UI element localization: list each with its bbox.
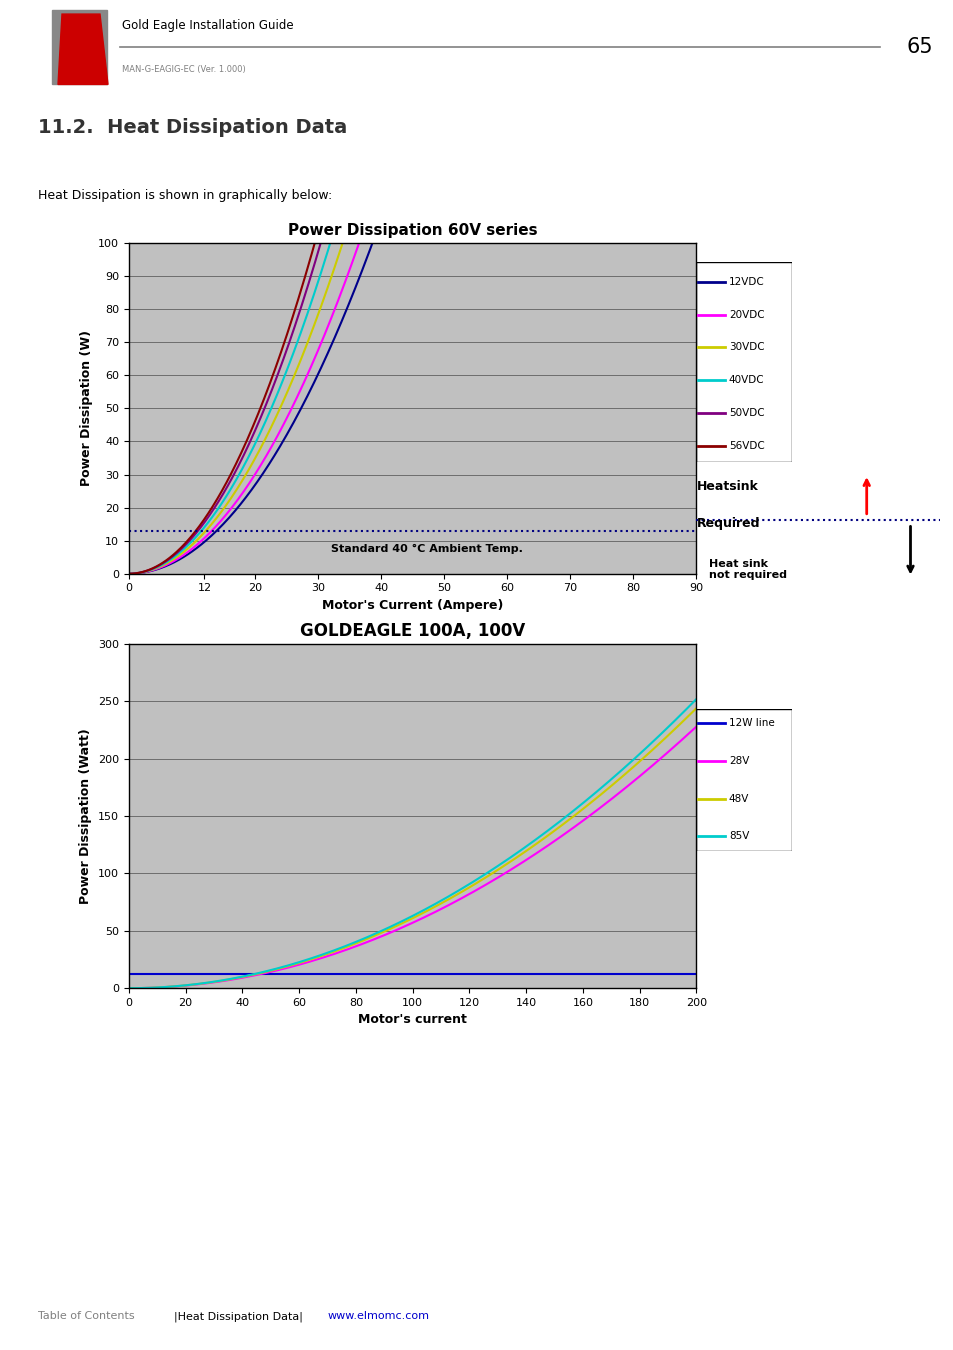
Line: 85V: 85V: [129, 699, 696, 988]
Title: Power Dissipation 60V series: Power Dissipation 60V series: [288, 223, 537, 238]
12W line: [460, 967, 472, 983]
12W line: [393, 967, 404, 983]
Text: Table of Contents: Table of Contents: [38, 1311, 134, 1322]
X-axis label: Motor's Current (Ampere): Motor's Current (Ampere): [321, 599, 503, 612]
Text: 12VDC: 12VDC: [728, 277, 763, 288]
48V: [460, 882, 472, 898]
48V: [588, 792, 599, 809]
40VDC: [123, 566, 134, 582]
12VDC: [395, 150, 407, 166]
Y-axis label: Power Dissipation (Watt): Power Dissipation (Watt): [79, 728, 92, 905]
48V: [690, 701, 701, 717]
85V: [588, 786, 599, 802]
Text: 65: 65: [905, 38, 932, 57]
Line: 50VDC: 50VDC: [129, 0, 696, 574]
12W line: [123, 967, 134, 983]
28V: [588, 805, 599, 821]
Text: 40VDC: 40VDC: [728, 375, 763, 385]
20VDC: [123, 566, 134, 582]
85V: [123, 980, 134, 996]
50VDC: [123, 566, 134, 582]
12W line: [430, 967, 441, 983]
56VDC: [123, 566, 134, 582]
Text: Heatsink: Heatsink: [696, 481, 758, 493]
Text: 48V: 48V: [728, 794, 748, 803]
Line: 12VDC: 12VDC: [129, 0, 696, 574]
48V: [677, 713, 688, 729]
12W line: [677, 967, 688, 983]
Line: 28V: 28V: [129, 726, 696, 988]
30VDC: [395, 27, 407, 43]
Line: 20VDC: 20VDC: [129, 0, 696, 574]
85V: [393, 915, 404, 931]
X-axis label: Motor's current: Motor's current: [357, 1014, 467, 1026]
48V: [123, 980, 134, 996]
48V: [395, 915, 407, 931]
Text: Gold Eagle Installation Guide: Gold Eagle Installation Guide: [122, 19, 294, 32]
20VDC: [393, 112, 404, 128]
12VDC: [123, 566, 134, 582]
Text: Standard 40 °C Ambient Temp.: Standard 40 °C Ambient Temp.: [331, 544, 522, 555]
20VDC: [395, 101, 407, 117]
48V: [430, 898, 441, 914]
Text: Heat Dissipation is shown in graphically below:: Heat Dissipation is shown in graphically…: [38, 189, 332, 202]
28V: [690, 718, 701, 734]
Line: 56VDC: 56VDC: [129, 0, 696, 574]
Line: 30VDC: 30VDC: [129, 0, 696, 574]
Text: 30VDC: 30VDC: [728, 343, 763, 352]
Line: 40VDC: 40VDC: [129, 0, 696, 574]
Title: GOLDEAGLE 100A, 100V: GOLDEAGLE 100A, 100V: [299, 621, 525, 640]
30VDC: [393, 40, 404, 57]
85V: [430, 895, 441, 911]
Text: 20VDC: 20VDC: [728, 309, 763, 320]
Text: 12W line: 12W line: [728, 718, 774, 728]
Text: MAN-G-EAGIG-EC (Ver. 1.000): MAN-G-EAGIG-EC (Ver. 1.000): [122, 65, 246, 74]
12W line: [690, 967, 701, 983]
12W line: [588, 967, 599, 983]
28V: [677, 730, 688, 747]
28V: [430, 903, 441, 919]
85V: [460, 878, 472, 894]
Text: 28V: 28V: [728, 756, 748, 765]
12VDC: [430, 40, 441, 57]
85V: [395, 913, 407, 929]
Bar: [52, 9, 107, 85]
28V: [460, 887, 472, 903]
Text: Required: Required: [696, 517, 760, 529]
Line: 48V: 48V: [129, 709, 696, 988]
28V: [395, 919, 407, 936]
Text: www.elmomc.com: www.elmomc.com: [328, 1311, 430, 1322]
12W line: [395, 967, 407, 983]
Text: 11.2.  Heat Dissipation Data: 11.2. Heat Dissipation Data: [38, 119, 347, 138]
Text: |Heat Dissipation Data|: |Heat Dissipation Data|: [174, 1311, 303, 1322]
Polygon shape: [58, 14, 108, 85]
28V: [123, 980, 134, 996]
30VDC: [123, 566, 134, 582]
12VDC: [393, 161, 404, 177]
48V: [393, 917, 404, 933]
28V: [393, 921, 404, 937]
Text: Heat sink
not required: Heat sink not required: [708, 559, 786, 580]
Text: 56VDC: 56VDC: [728, 440, 763, 451]
Text: 50VDC: 50VDC: [728, 408, 763, 418]
Text: 85V: 85V: [728, 832, 748, 841]
85V: [677, 705, 688, 721]
85V: [690, 691, 701, 707]
Y-axis label: Power Dissipation (W): Power Dissipation (W): [79, 331, 92, 486]
